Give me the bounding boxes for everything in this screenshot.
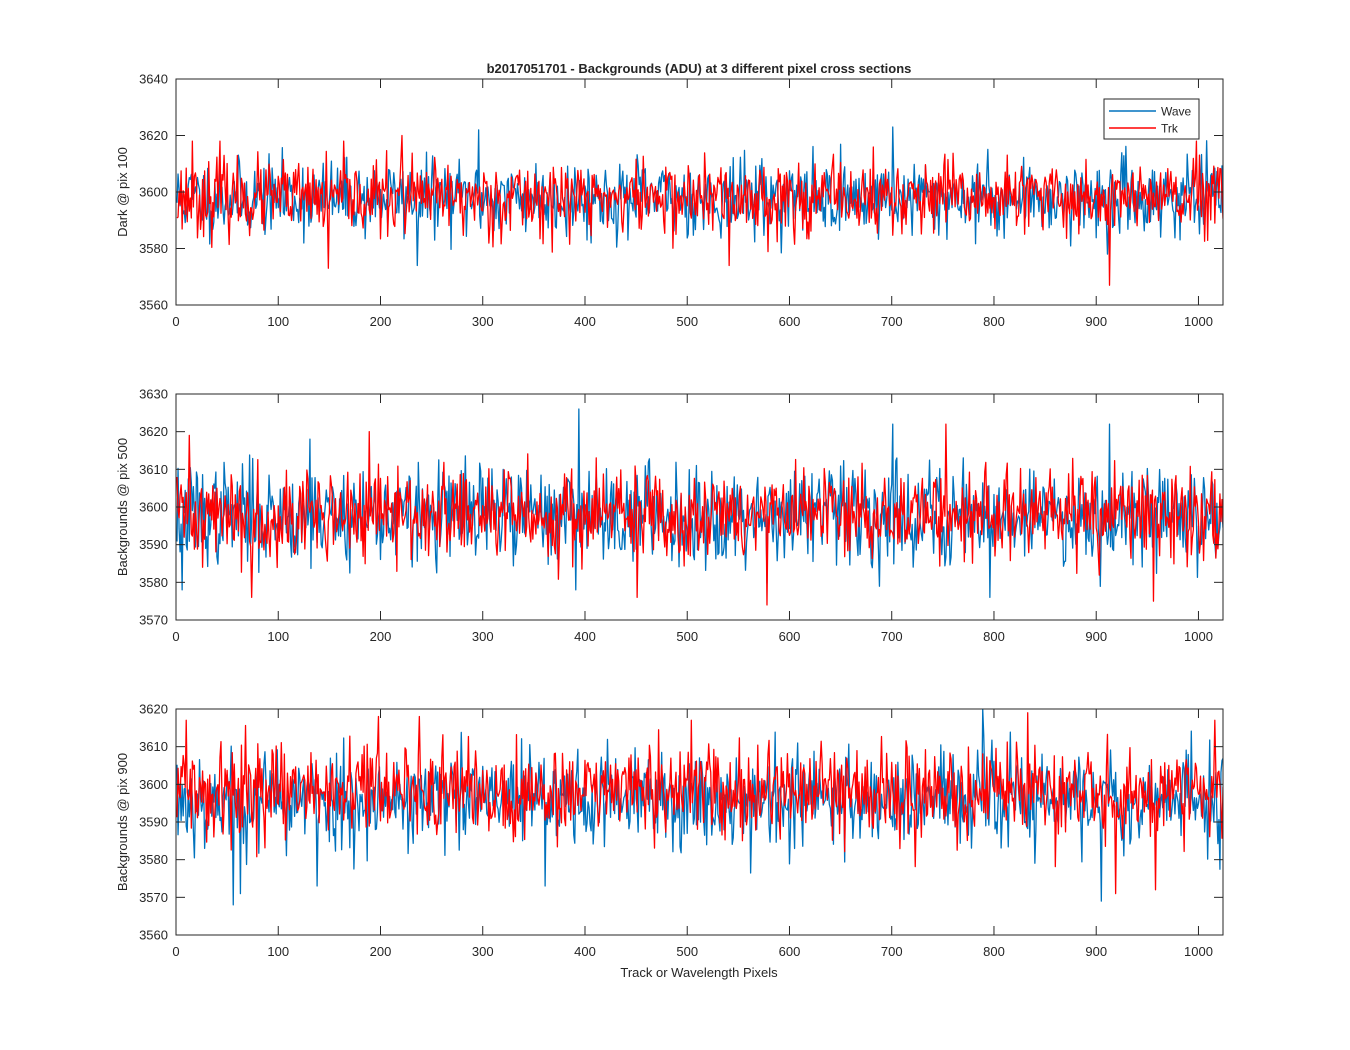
x-tick-label: 0 (172, 314, 179, 329)
subplot-2: 0 100 200 300 400 500 600 700 800 900 1000 3570 3580… (115, 387, 1224, 644)
y-tick-label: 3570 (139, 613, 168, 628)
y-tick-label: 3580 (139, 852, 168, 867)
y-tick-label: 3610 (139, 739, 168, 754)
x-tick-label: 0 (172, 629, 179, 644)
x-axis-label: Track or Wavelength Pixels (620, 965, 778, 980)
y-tick-label: 3620 (139, 702, 168, 717)
y-tick-label: 3620 (139, 424, 168, 439)
series-line-trk (176, 423, 1223, 606)
x-tick-label: 1000 (1184, 314, 1213, 329)
subplot-3: 0 100 200 300 400 500 600 700 800 900 1000 3560 3570… (115, 702, 1224, 959)
x-tick-label: 200 (370, 314, 392, 329)
x-tick-label: 300 (472, 629, 494, 644)
y-tick-label: 3580 (139, 241, 168, 256)
legend-label-trk: Trk (1161, 122, 1179, 136)
x-tick-label: 400 (574, 629, 596, 644)
figure-title: b2017051701 - Backgrounds (ADU) at 3 dif… (487, 61, 912, 76)
x-tick-label: 200 (370, 629, 392, 644)
y-tick-label: 3600 (139, 500, 168, 515)
x-tick-label: 600 (779, 629, 801, 644)
x-tick-label: 700 (881, 944, 903, 959)
series-line-trk (176, 712, 1223, 895)
y-tick-label: 3560 (139, 928, 168, 943)
y-tick-label: 3590 (139, 537, 168, 552)
legend-label-wave: Wave (1161, 105, 1192, 119)
x-tick-label: 100 (267, 944, 289, 959)
series-line-wave (176, 408, 1223, 599)
x-tick-label: 900 (1085, 944, 1107, 959)
y-tick-label: 3620 (139, 128, 168, 143)
subplot-1: 0 100 200 300 400 500 600 700 800 900 1000 3560 3580… (115, 72, 1224, 329)
y-axis-label: Backgrounds @ pix 900 (115, 753, 130, 891)
y-tick-label: 3590 (139, 815, 168, 830)
y-axis-label: Backgrounds @ pix 500 (115, 438, 130, 576)
x-tick-label: 100 (267, 629, 289, 644)
x-tick-label: 800 (983, 944, 1005, 959)
x-tick-label: 500 (676, 629, 698, 644)
y-tick-label: 3610 (139, 462, 168, 477)
x-tick-label: 700 (881, 314, 903, 329)
y-tick-label: 3600 (139, 777, 168, 792)
x-tick-label: 500 (676, 944, 698, 959)
series-line-wave (176, 709, 1223, 906)
x-tick-label: 600 (779, 314, 801, 329)
x-tick-label: 900 (1085, 629, 1107, 644)
x-tick-label: 1000 (1184, 629, 1213, 644)
x-tick-label: 200 (370, 944, 392, 959)
y-tick-label: 3570 (139, 890, 168, 905)
axes-container: 0 100 200 300 400 500 600 700 800 900 100035603580… (115, 72, 1224, 959)
x-tick-label: 0 (172, 944, 179, 959)
y-tick-label: 3580 (139, 575, 168, 590)
x-tick-label: 100 (267, 314, 289, 329)
legend: Wave Trk (1103, 98, 1200, 140)
x-tick-label: 300 (472, 944, 494, 959)
y-tick-label: 3640 (139, 72, 168, 87)
x-tick-label: 500 (676, 314, 698, 329)
x-tick-label: 400 (574, 314, 596, 329)
x-tick-label: 800 (983, 314, 1005, 329)
x-tick-label: 300 (472, 314, 494, 329)
x-tick-label: 400 (574, 944, 596, 959)
series-line-trk (176, 134, 1223, 286)
x-tick-label: 700 (881, 629, 903, 644)
x-tick-label: 900 (1085, 314, 1107, 329)
y-tick-label: 3630 (139, 387, 168, 402)
y-tick-label: 3560 (139, 298, 168, 313)
x-tick-label: 1000 (1184, 944, 1213, 959)
x-tick-label: 800 (983, 629, 1005, 644)
legend-box (1103, 98, 1200, 140)
y-tick-label: 3600 (139, 185, 168, 200)
y-axis-label: Dark @ pix 100 (115, 147, 130, 237)
x-tick-label: 600 (779, 944, 801, 959)
